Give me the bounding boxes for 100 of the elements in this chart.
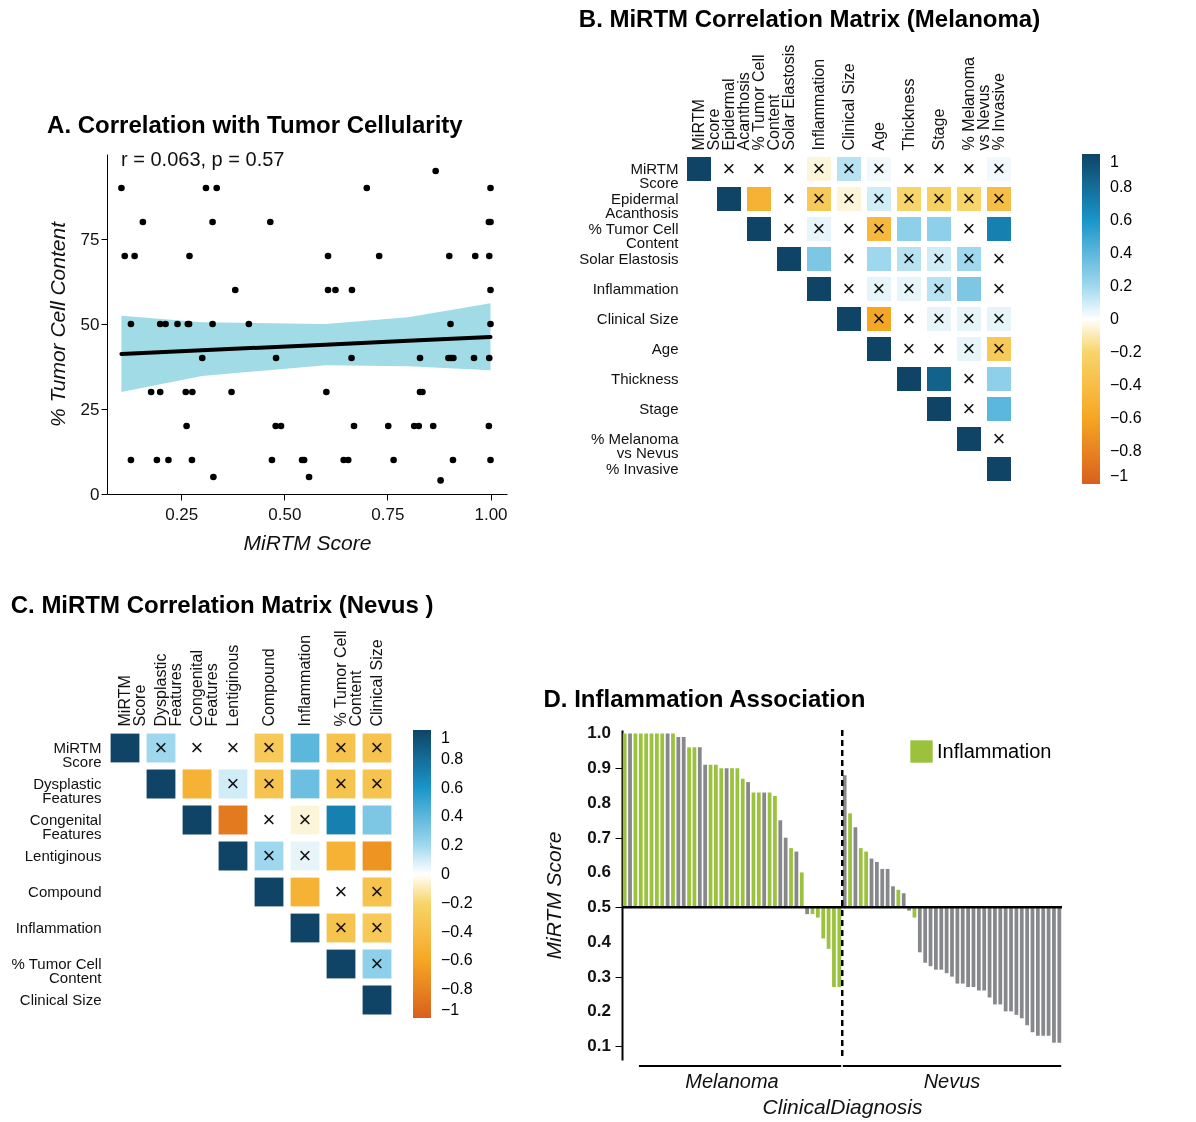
data-label: × (262, 771, 276, 796)
data-label: × (842, 186, 856, 211)
bar (687, 747, 691, 908)
chart-title: D. Inflammation Association (543, 685, 866, 713)
y-tick-label: Lentiginous (24, 847, 102, 864)
data-label: × (932, 306, 946, 331)
text: Nevus (923, 1070, 981, 1092)
data-label: × (992, 336, 1006, 361)
color-bar-label: 0.6 (1110, 211, 1133, 228)
x-tick-label: MiRTM Score (690, 99, 722, 151)
bar (724, 768, 729, 908)
data-label: × (812, 156, 826, 181)
data-label: × (962, 366, 976, 391)
x-tick-label: Inflammation (810, 58, 827, 151)
data-label: × (932, 186, 946, 211)
y-tick-label: % Melanoma vs Nevus (590, 430, 680, 461)
x-tick-label: % Invasive (990, 73, 1007, 151)
color-bar-label: −0.6 (441, 951, 473, 969)
bar (789, 848, 793, 908)
x-tick-label: Congenital Features (188, 650, 220, 727)
y-tick-label: 0.1 (587, 1036, 611, 1056)
x-tick-label: Clinical Size (840, 63, 857, 151)
y-tick-label: Dysplastic Features (33, 775, 102, 806)
data-label: × (992, 426, 1006, 451)
data-label: × (752, 156, 766, 181)
x-axis-title: MiRTM Score (243, 530, 372, 554)
y-tick-label: Solar Elastosis (579, 250, 679, 267)
data-label: × (872, 276, 886, 301)
data-label: × (298, 807, 312, 832)
data-label: × (932, 336, 946, 361)
data-label: × (262, 735, 276, 760)
x-axis-title: ClinicalDiagnosis (762, 1094, 923, 1118)
y-tick-label: 0.2 (587, 1001, 611, 1021)
data-label: × (872, 186, 886, 211)
data-label: × (334, 879, 348, 904)
y-tick-label: Epidermal Acanthosis (605, 190, 679, 221)
data-label: × (962, 186, 976, 211)
data-label: × (932, 156, 946, 181)
y-tick-label: 50 (80, 314, 100, 334)
text: Melanoma (685, 1070, 779, 1092)
data-label: × (992, 306, 1006, 331)
bar (746, 782, 750, 908)
color-bar-label: 0.2 (441, 836, 464, 854)
x-tick-label: Inflammation (296, 634, 313, 727)
y-tick-label: Inflammation (15, 919, 102, 936)
data-label: × (262, 807, 276, 832)
data-label: × (992, 186, 1006, 211)
data-label: × (782, 156, 796, 181)
y-tick-label: % Tumor Cell Content (11, 955, 103, 986)
data-label: × (962, 306, 976, 331)
bar (783, 837, 788, 908)
data-label: × (782, 186, 796, 211)
y-tick-label: 0.4 (587, 931, 612, 951)
data-label: × (842, 156, 856, 181)
x-tick-label: Lentiginous (224, 644, 241, 727)
y-tick-label: 25 (80, 399, 100, 419)
color-bar-label: 0 (1110, 310, 1119, 327)
color-bar-label: 0.2 (1110, 277, 1133, 294)
y-tick-label: Stage (639, 400, 679, 417)
color-bar-label: 1 (441, 729, 450, 746)
data-label: × (872, 216, 886, 241)
y-tick-label: 0 (90, 484, 100, 504)
data-label: × (902, 306, 916, 331)
bar (681, 736, 686, 908)
data-label: × (154, 735, 168, 760)
y-tick-label: Thickness (610, 370, 679, 387)
data-label: × (370, 735, 384, 760)
data-label: × (902, 276, 916, 301)
data-label: × (962, 246, 976, 271)
bar (799, 872, 804, 908)
data-label: × (992, 156, 1006, 181)
bar (896, 889, 901, 908)
color-bar-label: −0.8 (1110, 442, 1142, 459)
data-label: × (226, 771, 240, 796)
data-label: × (298, 843, 312, 868)
data-label: × (262, 843, 276, 868)
bar (842, 775, 847, 908)
data-label: × (334, 915, 348, 940)
data-label: × (722, 156, 736, 181)
y-tick-label: 0.6 (587, 862, 611, 882)
bar (628, 733, 632, 908)
color-bar-label: −0.2 (441, 893, 473, 911)
data-label: × (812, 216, 826, 241)
color-bar-label: 0.4 (441, 807, 464, 825)
bar (671, 733, 675, 908)
color-bar-label: −0.2 (1110, 343, 1142, 360)
bar (891, 886, 895, 908)
data-label: × (902, 156, 916, 181)
legend-label: Inflammation (937, 739, 1052, 762)
y-tick-label: 75 (80, 229, 100, 249)
y-tick-label: Inflammation (592, 280, 679, 297)
color-bar-label: −0.8 (441, 980, 473, 998)
color-bar-label: −0.6 (1110, 409, 1142, 426)
data-label: × (334, 735, 348, 760)
data-label: × (932, 246, 946, 271)
x-tick-label: Thickness (900, 78, 917, 151)
x-tick-label: Solar Elastosis (780, 44, 797, 151)
x-tick-label: 1.00 (474, 504, 508, 524)
y-tick-label: 0.7 (587, 827, 611, 847)
data-label: × (872, 156, 886, 181)
